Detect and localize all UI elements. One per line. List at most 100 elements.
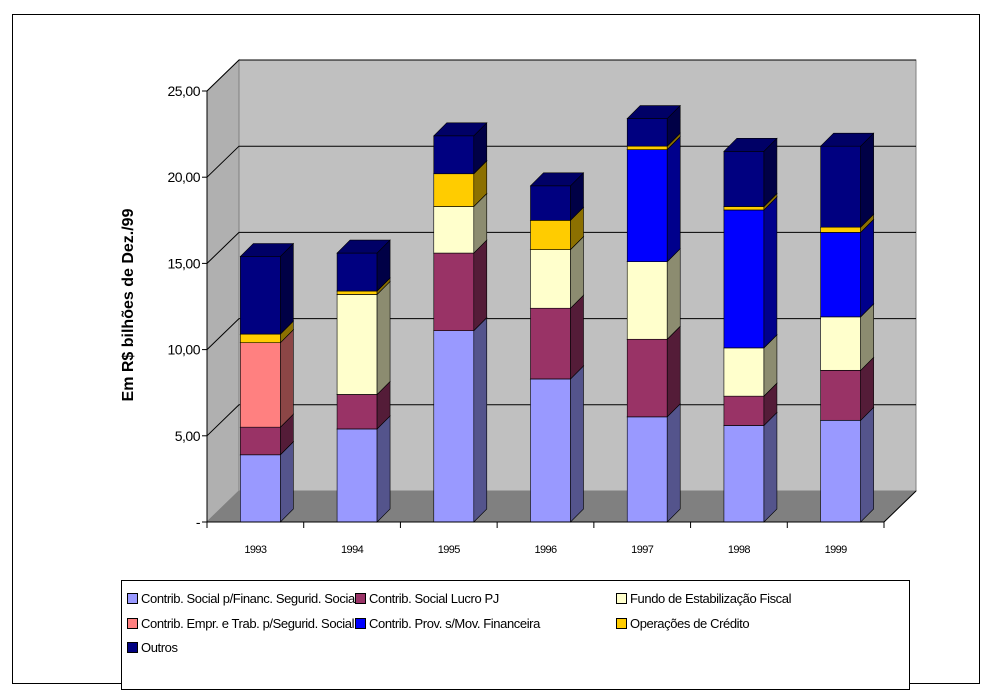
y-tick-label: 25,00 — [167, 83, 200, 99]
bar-side — [280, 441, 294, 523]
bar-front — [626, 416, 668, 523]
bar-segment — [239, 242, 295, 335]
bar-segment — [529, 172, 585, 222]
bar-front — [626, 261, 668, 340]
bar-side — [473, 316, 488, 523]
bar-front — [336, 428, 378, 523]
bar-side — [666, 403, 681, 523]
legend-swatch — [355, 617, 366, 629]
bar-segment — [819, 303, 875, 372]
bar-segment — [626, 247, 681, 340]
bars — [239, 104, 875, 523]
bar-segment — [626, 403, 681, 523]
bar-side — [860, 132, 874, 228]
bar-segment — [723, 137, 778, 208]
bar-side — [570, 365, 584, 523]
bar-side — [666, 135, 681, 263]
bar-top — [239, 243, 295, 257]
bar-top — [433, 122, 488, 137]
bar-top — [529, 172, 585, 187]
y-axis-label: Em R$ bilhões de Dez./99 — [120, 208, 137, 401]
legend-swatch — [127, 641, 138, 653]
x-tick-label: 1999 — [825, 544, 848, 556]
bar-side — [280, 242, 294, 335]
legend-swatch — [127, 617, 138, 629]
legend-swatch — [127, 592, 138, 604]
bar-side — [376, 280, 391, 396]
bar-segment — [433, 122, 488, 175]
bar-front — [723, 395, 765, 426]
bar-front — [336, 394, 378, 430]
floor-edge — [883, 490, 917, 523]
bar-top — [723, 138, 778, 152]
bar-front — [530, 185, 571, 221]
bar-segment — [723, 411, 778, 523]
bar-front — [240, 426, 281, 456]
bar-front — [433, 206, 475, 254]
bar-side — [473, 239, 488, 332]
bar-segment — [433, 316, 488, 523]
bar-front — [820, 369, 861, 421]
x-tick-label: 1997 — [631, 544, 654, 556]
bar-front — [626, 338, 668, 418]
bar-front — [336, 290, 378, 295]
legend-item: Contrib. Social p/Financ. Segurid. Socia… — [127, 589, 358, 607]
bar-segment — [819, 132, 875, 228]
legend-swatch — [616, 617, 627, 629]
bar-front — [723, 425, 765, 523]
legend-label: Fundo de Estabilização Fiscal — [630, 590, 792, 606]
bar-front — [723, 209, 765, 349]
bar-front — [240, 454, 281, 523]
bar-front — [530, 378, 571, 523]
bar-side — [570, 294, 584, 380]
bar-segment — [433, 239, 488, 332]
x-tick-label: 1998 — [728, 544, 751, 556]
bar-segment — [723, 196, 778, 349]
bar-segment — [819, 406, 875, 523]
bar-side — [666, 325, 681, 418]
bar-segment — [626, 104, 681, 147]
bar-side — [860, 406, 874, 523]
axes: 1993 1994 1995 1996 1997 1998 1999 - 5,00 10,00 15… — [167, 83, 917, 556]
x-tick-label: 1993 — [244, 544, 267, 556]
gridline — [206, 318, 916, 350]
bar-side — [860, 218, 874, 318]
bar-front — [820, 226, 861, 233]
bar-front — [626, 149, 668, 262]
bar-front — [240, 256, 281, 335]
bar-top — [819, 132, 875, 147]
legend-item: Contrib. Prov. s/Mov. Financeira — [355, 614, 540, 632]
legend-label: Contrib. Social Lucro PJ — [369, 590, 499, 606]
x-tick-label: 1994 — [341, 544, 364, 556]
bar-front — [723, 206, 765, 211]
bar-side — [666, 247, 681, 340]
bar-segment — [336, 239, 391, 292]
bar-front — [626, 118, 668, 147]
bar-segment — [626, 325, 681, 418]
gridline — [206, 59, 916, 92]
y-tick-label: 15,00 — [167, 255, 200, 271]
bar-front — [433, 252, 475, 331]
side-wall — [206, 58, 240, 524]
legend-swatch — [355, 592, 366, 604]
legend-item: Contrib. Social Lucro PJ — [355, 589, 499, 607]
bar-front — [723, 347, 765, 397]
legend-label: Contrib. Empr. e Trab. p/Segurid. Social — [141, 615, 355, 631]
bar-front — [530, 220, 571, 250]
legend-label: Contrib. Prov. s/Mov. Financeira — [369, 615, 540, 631]
legend-label: Operações de Crédito — [630, 615, 750, 631]
y-tick-label: 5,00 — [175, 428, 201, 444]
bar-front — [433, 135, 475, 175]
bar-front — [820, 232, 861, 318]
bar-front — [626, 145, 668, 150]
bar-segment — [529, 365, 585, 523]
bar-top — [336, 239, 391, 254]
bar-segment — [819, 218, 875, 318]
bar-front — [336, 252, 378, 292]
bar-front — [240, 333, 281, 344]
bar-front — [433, 173, 475, 207]
bar-front — [820, 145, 861, 228]
legend-item: Contrib. Empr. e Trab. p/Segurid. Social — [127, 614, 354, 632]
bar-front — [336, 294, 378, 395]
gridline — [206, 231, 916, 264]
